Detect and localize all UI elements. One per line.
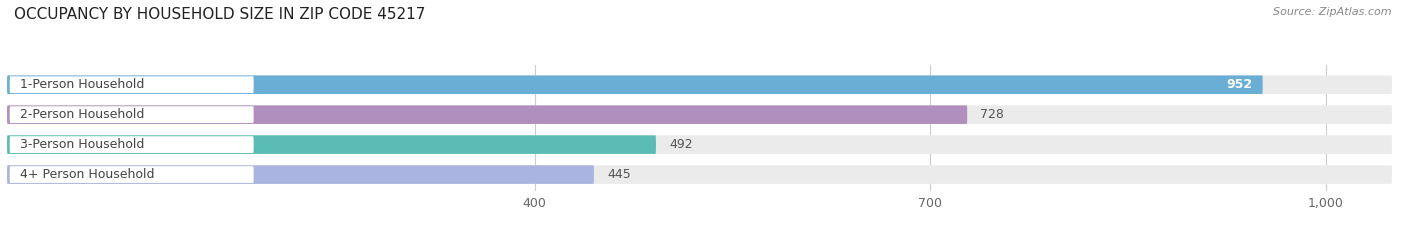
Text: 1-Person Household: 1-Person Household [20,78,145,91]
FancyBboxPatch shape [10,166,253,183]
FancyBboxPatch shape [10,76,253,93]
Text: 3-Person Household: 3-Person Household [20,138,145,151]
FancyBboxPatch shape [7,75,1263,94]
FancyBboxPatch shape [7,75,1392,94]
FancyBboxPatch shape [7,135,657,154]
Text: 2-Person Household: 2-Person Household [20,108,145,121]
Text: 492: 492 [669,138,693,151]
FancyBboxPatch shape [7,165,593,184]
Text: 4+ Person Household: 4+ Person Household [20,168,155,181]
Text: OCCUPANCY BY HOUSEHOLD SIZE IN ZIP CODE 45217: OCCUPANCY BY HOUSEHOLD SIZE IN ZIP CODE … [14,7,426,22]
FancyBboxPatch shape [10,106,253,123]
FancyBboxPatch shape [7,105,1392,124]
Text: 952: 952 [1226,78,1253,91]
FancyBboxPatch shape [10,136,253,153]
Text: 728: 728 [980,108,1004,121]
Text: Source: ZipAtlas.com: Source: ZipAtlas.com [1274,7,1392,17]
Text: 445: 445 [607,168,631,181]
FancyBboxPatch shape [7,165,1392,184]
FancyBboxPatch shape [7,135,1392,154]
FancyBboxPatch shape [7,105,967,124]
